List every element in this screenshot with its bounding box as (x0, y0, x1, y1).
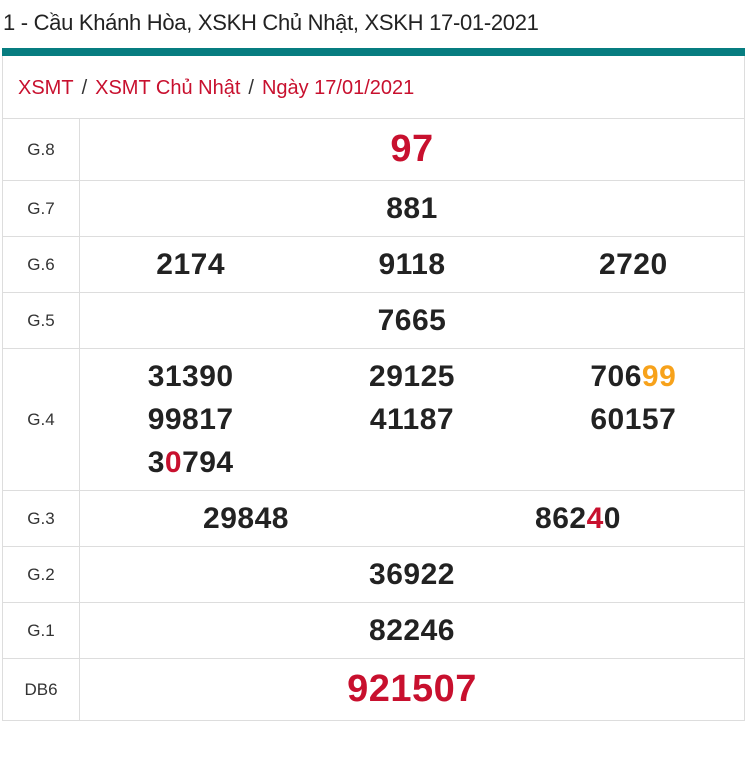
breadcrumb-xsmt[interactable]: XSMT (18, 77, 74, 99)
digits: 2720 (598, 248, 668, 281)
prize-label: G.7 (3, 181, 80, 236)
digits: 99817 (147, 403, 234, 436)
prize-label: G.8 (3, 119, 80, 180)
prize-label: G.3 (3, 491, 80, 546)
prize-row-db6: DB6 921507 (3, 659, 744, 721)
digits: 36922 (369, 558, 455, 591)
highlighted-digits: 99 (641, 360, 677, 393)
breadcrumb-date[interactable]: Ngày 17/01/2021 (261, 77, 415, 99)
prize-number: 41187 (370, 398, 454, 441)
prize-values: 921507 (80, 659, 744, 720)
breadcrumb-xsmt-chu-nhat[interactable]: XSMT Chủ Nhật (95, 77, 241, 99)
prize-number: 31390 (148, 355, 234, 398)
breadcrumb-separator: / (248, 77, 254, 99)
prize-label: G.6 (3, 237, 80, 292)
digits: 31390 (147, 360, 234, 393)
results-table: XSMT / XSMT Chủ Nhật / Ngày 17/01/2021 G.8 97… (2, 56, 745, 721)
digits: 60157 (590, 403, 677, 436)
prize-number: 9118 (378, 243, 445, 286)
prize-label: G.2 (3, 547, 80, 602)
prize-row-g1: G.1 82246 (3, 603, 744, 659)
prize-number: 97 (390, 128, 433, 171)
digits: 82246 (369, 614, 455, 647)
digits: 97 (390, 128, 434, 170)
prize-row-g5: G.5 7665 (3, 293, 744, 349)
prize-number: 30794 (148, 441, 234, 484)
prize-values: 31390 29125 70699 99817 41187 60157 30794 (80, 349, 744, 490)
prize-number: 99817 (148, 398, 234, 441)
breadcrumb-separator: / (81, 77, 88, 99)
prize-values: 29848 86240 (80, 491, 744, 546)
prize-values: 36922 (80, 547, 744, 602)
prize-row-g3: G.3 29848 86240 (3, 491, 744, 547)
prize-number: 29125 (369, 355, 455, 398)
digits: 794 (182, 446, 234, 479)
digits: 3 (147, 446, 165, 479)
prize-number: 921507 (347, 668, 477, 711)
prize-number: 60157 (590, 398, 676, 441)
prize-values: 881 (80, 181, 744, 236)
digits: 706 (590, 360, 642, 393)
digits: 862 (535, 502, 587, 535)
prize-label: G.4 (3, 349, 80, 490)
prize-values: 97 (80, 119, 744, 180)
prize-values: 82246 (80, 603, 744, 658)
digits: 29125 (369, 360, 455, 393)
prize-row-g4: G.4 31390 29125 70699 99817 41187 60157 30794 (3, 349, 744, 491)
prize-number: 82246 (369, 609, 455, 652)
digits: 41187 (369, 403, 455, 436)
highlighted-digits: 4 (586, 502, 604, 535)
prize-values: 2174 9118 2720 (80, 237, 744, 292)
prize-label: G.5 (3, 293, 80, 348)
page-title: 1 - Cầu Khánh Hòa, XSKH Chủ Nhật, XSKH 1… (3, 10, 539, 35)
accent-bar (2, 48, 745, 56)
prize-values: 7665 (80, 293, 744, 348)
highlighted-digits: 0 (164, 446, 183, 479)
prize-number: 2720 (599, 243, 668, 286)
prize-row-g8: G.8 97 (3, 119, 744, 181)
digits: 7665 (377, 304, 447, 337)
digits: 921507 (347, 668, 477, 710)
breadcrumb: XSMT / XSMT Chủ Nhật / Ngày 17/01/2021 (3, 56, 744, 119)
digits: 0 (603, 502, 621, 535)
prize-number: 86240 (535, 497, 621, 540)
prize-number: 7665 (378, 299, 447, 342)
prize-number: 2174 (156, 243, 225, 286)
prize-number: 36922 (369, 553, 455, 596)
prize-row-g2: G.2 36922 (3, 547, 744, 603)
prize-number: 70699 (590, 355, 676, 398)
digits: 881 (386, 192, 438, 225)
prize-row-g6: G.6 2174 9118 2720 (3, 237, 744, 293)
prize-row-g7: G.7 881 (3, 181, 744, 237)
prize-number: 881 (386, 187, 438, 230)
digits: 29848 (203, 502, 289, 535)
digits: 2174 (156, 248, 226, 281)
prize-number: 29848 (203, 497, 289, 540)
prize-label: G.1 (3, 603, 80, 658)
digits: 9118 (378, 248, 446, 281)
prize-label: DB6 (3, 659, 80, 720)
